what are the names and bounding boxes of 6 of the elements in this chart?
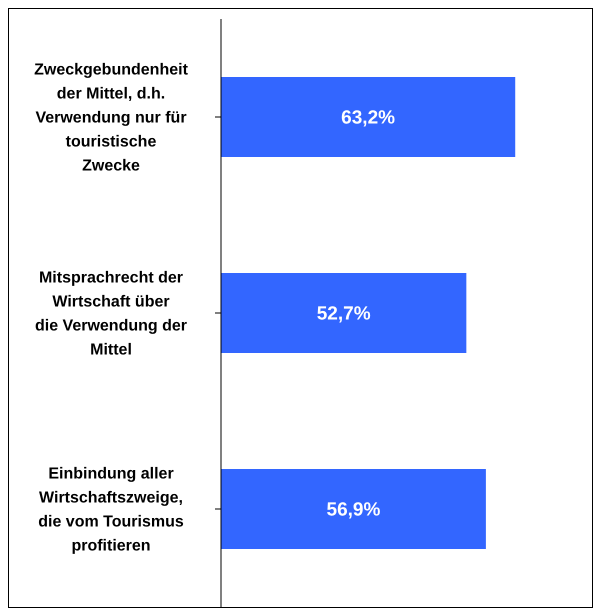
data-label: 56,9% [326, 500, 380, 521]
y-tick-label: Zweckgebundenheit der Mittel, d.h. Verwendung nur für touristische Zwecke [34, 62, 189, 175]
y-tick-label: Einbindung aller Wirtschaftszweige, die vom Tourismus profitieren [38, 466, 184, 555]
data-label: 52,7% [316, 304, 371, 325]
y-tick-label: Mitsprachrecht der Wirtschaft über die Verwendung der Mittel [34, 270, 188, 359]
data-label: 63,2% [341, 108, 396, 129]
